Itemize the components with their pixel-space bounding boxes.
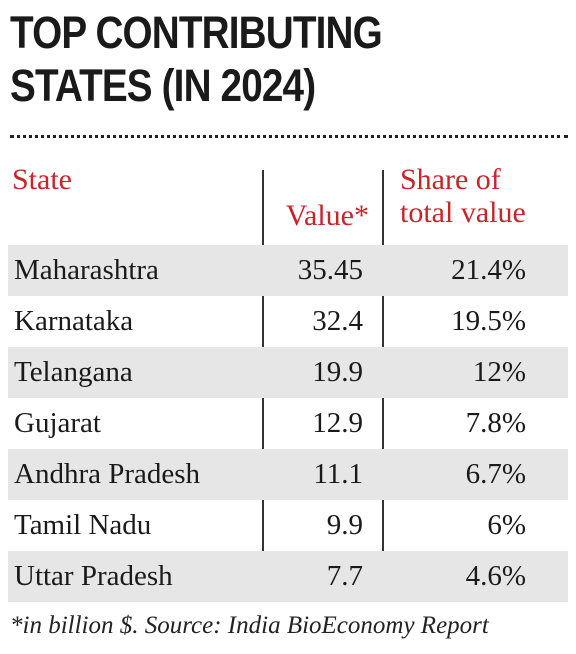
- table-row: Uttar Pradesh 7.7 4.6%: [8, 551, 568, 602]
- title-line-1: TOP CONTRIBUTING: [10, 7, 383, 58]
- share-cell: 19.5%: [451, 305, 526, 337]
- share-cell: 12%: [472, 356, 526, 388]
- table-row: Maharashtra 35.45 21.4%: [8, 245, 568, 296]
- state-cell: Gujarat: [14, 407, 101, 439]
- header-value: Value*: [285, 199, 369, 232]
- header-state: State: [12, 163, 72, 196]
- share-cell: 7.8%: [465, 407, 526, 439]
- value-cell: 7.7: [326, 560, 363, 592]
- value-cell: 35.45: [297, 254, 363, 286]
- state-cell: Uttar Pradesh: [14, 560, 173, 592]
- table-row: Karnataka 32.4 19.5%: [8, 296, 568, 347]
- state-cell: Telangana: [14, 356, 133, 388]
- state-cell: Tamil Nadu: [14, 509, 152, 541]
- share-cell: 4.6%: [465, 560, 526, 592]
- value-cell: 9.9: [326, 509, 363, 541]
- chart-title: TOP CONTRIBUTING STATES (IN 2024): [10, 6, 492, 112]
- value-cell: 19.9: [312, 356, 363, 388]
- title-line-2: STATES (IN 2024): [10, 60, 316, 111]
- share-cell: 6%: [487, 509, 526, 541]
- table-row: Gujarat 12.9 7.8%: [8, 398, 568, 449]
- title-divider: [10, 135, 568, 138]
- table-row: Andhra Pradesh 11.1 6.7%: [8, 449, 568, 500]
- header-share: Share of total value: [400, 163, 526, 229]
- share-cell: 21.4%: [451, 254, 526, 286]
- value-cell: 32.4: [312, 305, 363, 337]
- state-cell: Maharashtra: [14, 254, 159, 286]
- footnote: *in billion $. Source: India BioEconomy …: [10, 612, 489, 639]
- value-cell: 12.9: [312, 407, 363, 439]
- state-cell: Andhra Pradesh: [14, 458, 201, 490]
- state-cell: Karnataka: [14, 305, 134, 337]
- table-row: Tamil Nadu 9.9 6%: [8, 500, 568, 551]
- table-body: Maharashtra 35.45 21.4% Karnataka 32.4 19.5% T…: [0, 245, 576, 602]
- share-cell: 6.7%: [465, 458, 526, 490]
- table-row: Telangana 19.9 12%: [8, 347, 568, 398]
- value-cell: 11.1: [313, 458, 363, 490]
